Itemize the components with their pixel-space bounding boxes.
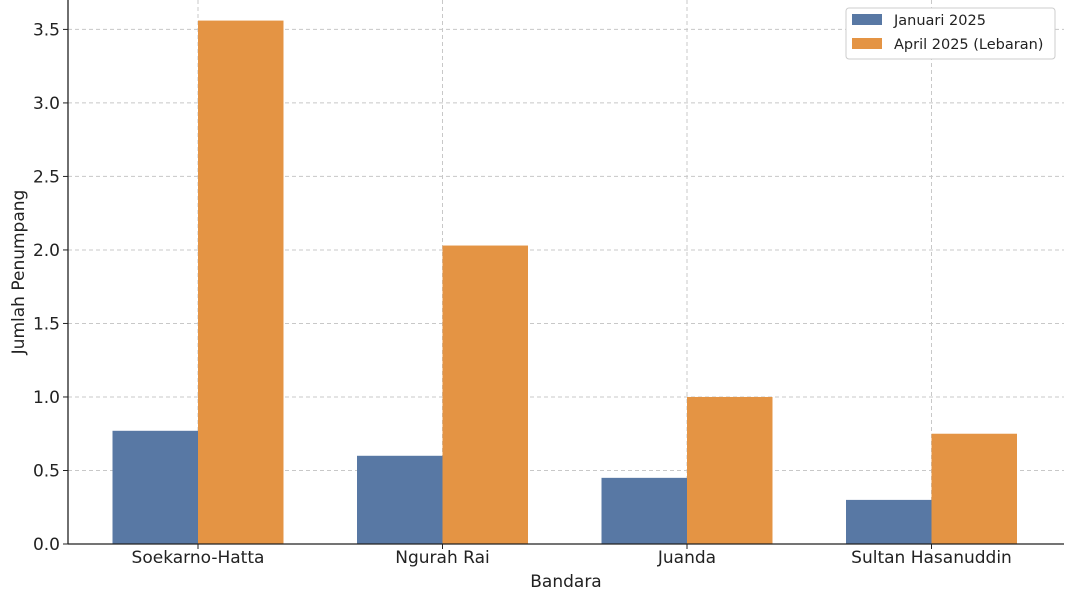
axes <box>67 0 1064 545</box>
bar-januari-2 <box>601 477 687 544</box>
y-tick-label: 1.0 <box>33 388 60 408</box>
legend-label-april: April 2025 (Lebaran) <box>894 37 1043 53</box>
grid-lines <box>68 0 1064 544</box>
legend-box <box>845 7 1056 60</box>
bar-april-2 <box>687 396 773 544</box>
x-axis-label: Bandara <box>530 572 601 592</box>
bars <box>112 20 1017 544</box>
bar-april-3 <box>931 433 1017 544</box>
y-axis-label: Jumlah Penumpang <box>9 190 29 356</box>
bar-januari-1 <box>357 455 443 544</box>
x-tick-label: Soekarno-Hatta <box>132 548 265 568</box>
x-tick-label: Ngurah Rai <box>395 548 489 568</box>
y-tick-label: 2.5 <box>33 167 60 187</box>
y-tick-label: 2.0 <box>33 241 60 261</box>
bar-april-1 <box>442 245 528 544</box>
y-tick-label: 0.5 <box>33 461 60 481</box>
x-tick-label: Juanda <box>657 548 716 568</box>
legend-swatch-januari <box>852 14 882 25</box>
bar-januari-0 <box>112 430 198 544</box>
y-tick-label: 1.5 <box>33 314 60 334</box>
bar-april-0 <box>198 20 284 544</box>
y-tick-label: 0.0 <box>33 535 60 555</box>
x-tick-label: Sultan Hasanuddin <box>851 548 1012 568</box>
legend: Januari 2025 April 2025 (Lebaran) <box>845 7 1056 60</box>
x-tick-labels: Soekarno-Hatta Ngurah Rai Juanda Sultan Has… <box>132 544 1012 568</box>
y-tick-label: 3.0 <box>33 94 60 114</box>
y-tick-labels: 0.0 0.5 1.0 1.5 2.0 2.5 3.0 3.5 <box>33 20 68 555</box>
y-tick-label: 3.5 <box>33 20 60 40</box>
legend-label-januari: Januari 2025 <box>893 13 986 29</box>
legend-swatch-april <box>852 38 882 49</box>
bar-januari-3 <box>846 499 932 544</box>
